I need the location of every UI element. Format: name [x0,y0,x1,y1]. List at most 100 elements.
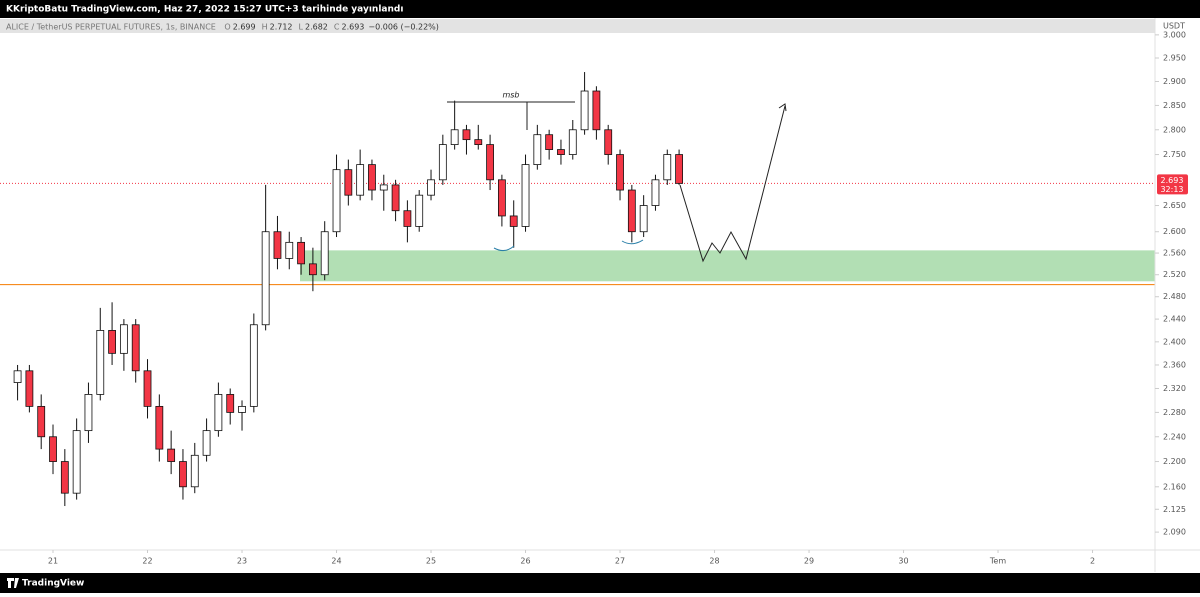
candle-body [415,194,424,227]
candle-body [486,144,494,181]
candle-body [179,461,187,488]
candle-body [13,370,22,383]
candle-body [521,164,530,227]
y-tick-label: 2.240 [1163,432,1186,441]
y-tick-label: 2.440 [1163,315,1186,324]
symbol: ALICE / TetherUS PERPETUAL FUTURES, 1s, … [6,22,216,31]
footer-text: TradingView [22,579,84,589]
candle-body [368,164,376,191]
change: −0.006 (−0.22%) [368,22,439,31]
candle-body [604,129,613,155]
x-tick-label: 23 [237,557,247,566]
y-tick-label: 2.650 [1163,201,1186,210]
x-tick-label: 24 [331,557,341,566]
candle-body [308,263,317,276]
candle-body [545,134,554,150]
candle-body [119,324,128,354]
candle-body [238,405,246,413]
ohlc-key: O [224,22,230,31]
candle-body [96,330,105,395]
candle-body [84,394,93,432]
symbol-legend: ALICE / TetherUS PERPETUAL FUTURES, 1s, … [6,22,439,31]
candle-body [167,448,176,462]
curve-arrow [621,239,644,245]
y-tick-label: 2.200 [1163,457,1186,466]
y-tick-label: 2.125 [1163,505,1186,514]
candle-body [108,330,116,354]
y-tick-label: 2.480 [1163,292,1186,301]
y-tick-label: 2.600 [1163,227,1186,236]
y-tick-label: 2.320 [1163,384,1186,393]
candle-body [497,179,506,217]
x-tick-label: 22 [142,557,152,566]
header-bar [0,0,1200,18]
candle-body [297,241,305,265]
candle-body [261,231,270,326]
msb-label: msb [502,91,519,100]
candle-body [627,189,636,233]
candle-body [320,231,329,276]
candle-body [557,149,565,155]
y-tick-label: 2.560 [1163,249,1186,258]
candle-body [49,436,57,462]
x-tick-label: Tem [989,557,1006,566]
curve-arrow [493,245,515,252]
candle-body [60,461,69,494]
last-price-box [1157,174,1188,195]
logo [7,578,19,588]
candle-body [533,134,542,166]
candle-body [37,405,46,438]
candle-body [285,241,294,259]
y-tick-label: 2.160 [1163,482,1186,491]
ohlc-value: 2.712 [270,22,293,31]
y-tick-label: 2.360 [1163,360,1186,369]
candle-body [462,129,471,141]
x-tick-label: 27 [615,557,625,566]
countdown: 32:13 [1160,185,1183,194]
ohlc-value: 2.682 [305,22,328,31]
x-tick-label: 21 [48,557,58,566]
candle-body [651,179,660,206]
candle-body [332,169,341,233]
candle-body [391,184,400,212]
candle-body [616,154,624,191]
currency: USDT [1163,22,1185,31]
footer-bar [0,573,1200,593]
projection-arrowhead [778,103,787,112]
y-tick-label: 2.090 [1163,528,1186,537]
candle-body [403,210,412,227]
y-tick-label: 2.800 [1163,125,1186,134]
y-tick-label: 2.280 [1163,408,1186,417]
y-tick-label: 2.850 [1163,101,1186,110]
projection-path [679,105,786,263]
candle-body [509,215,518,227]
x-tick-label: 29 [804,557,814,566]
y-tick-label: 2.750 [1163,150,1186,159]
x-tick-label: 30 [898,557,908,566]
x-tick-label: 2 [1090,557,1095,566]
candle-body [131,324,140,372]
candle-body [202,430,211,456]
y-tick-label: 2.950 [1163,53,1186,62]
candle-body [427,179,435,196]
candle-body [675,154,683,184]
candle-body [249,324,258,407]
candle-body [344,169,353,196]
demand-zone [300,250,1155,282]
ohlc-value: 2.693 [341,22,364,31]
candle-body [438,144,447,181]
candle-body [379,184,388,191]
candle-body [474,139,483,145]
y-tick-label: 2.520 [1163,270,1186,279]
candle-body [356,164,365,196]
candle-body [214,394,223,432]
ohlc-key: H [262,22,268,31]
candle-body [143,370,152,407]
candle-body [273,231,282,259]
candle-body [568,129,577,155]
last-price-label: 2.693 [1161,176,1184,185]
y-tick-label: 2.900 [1163,77,1186,86]
candle-body [639,205,648,233]
